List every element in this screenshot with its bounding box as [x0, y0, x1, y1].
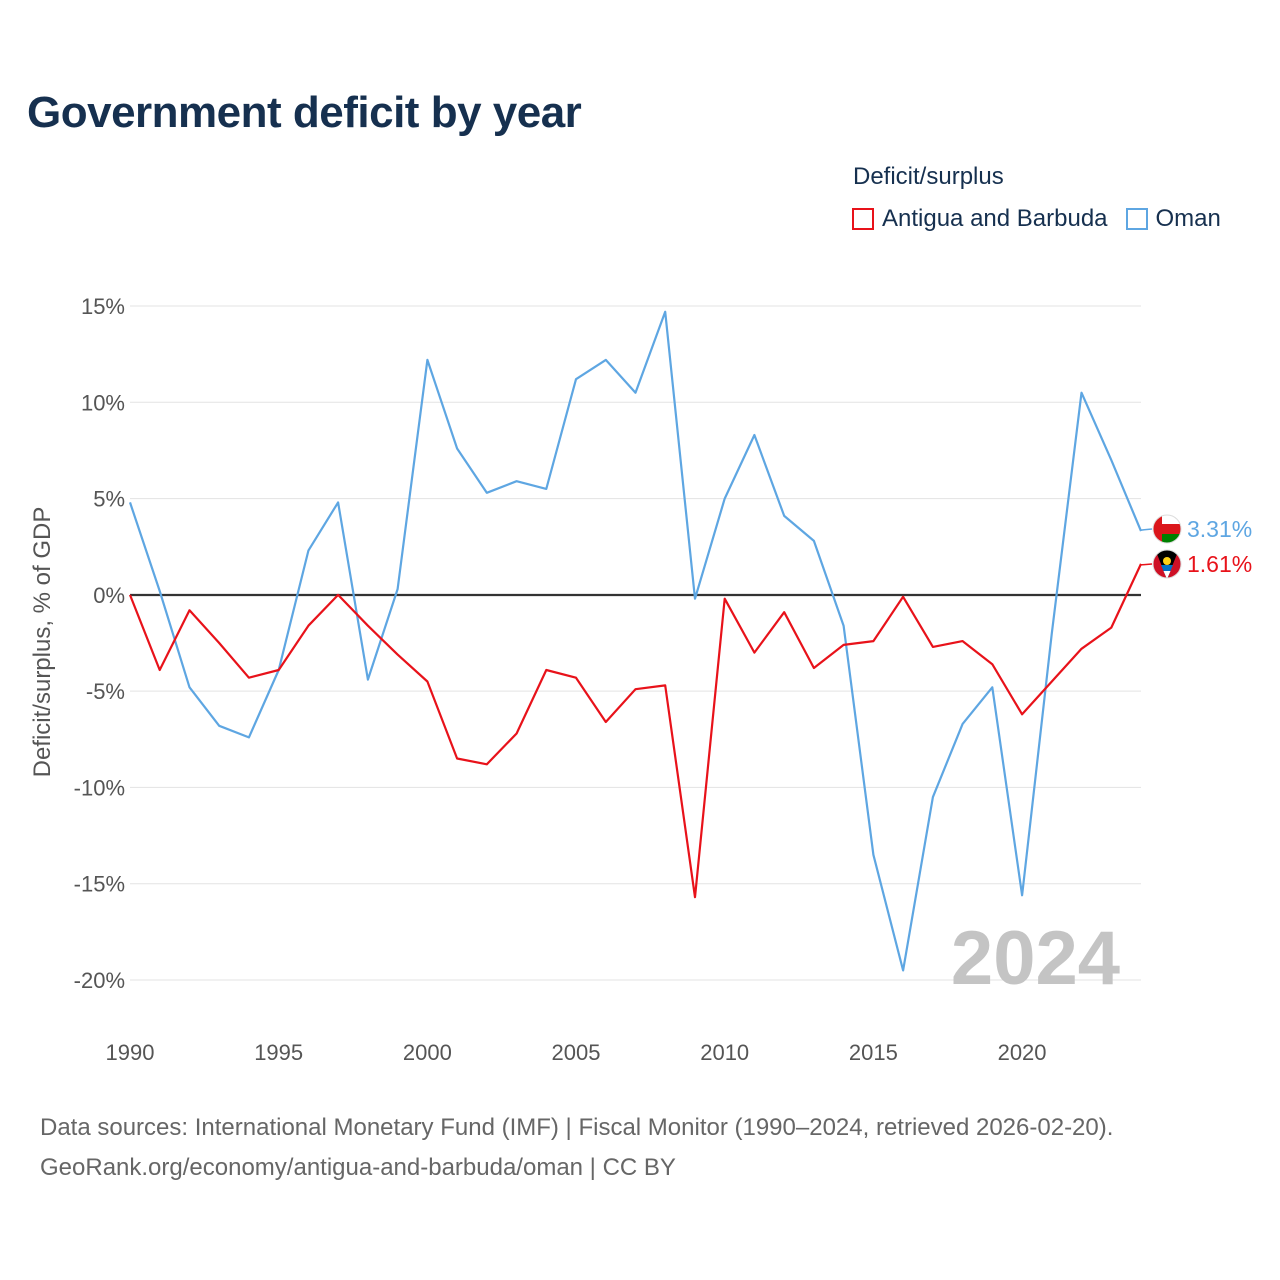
- legend-label-antigua: Antigua and Barbuda: [882, 205, 1108, 232]
- x-tick-label: 2005: [552, 1040, 601, 1065]
- y-tick-label: 5%: [93, 487, 125, 512]
- x-tick-label: 2015: [849, 1040, 898, 1065]
- y-tick-label: 0%: [93, 583, 125, 608]
- gridlines: [130, 305, 1141, 981]
- y-tick-label: -10%: [74, 775, 125, 800]
- x-axis-ticks: 1990 1995 2000 2005 2010 2015 2020: [106, 1040, 1047, 1065]
- line-chart: 15% 10% 5% 0% -5% -10% -15% -20% 1990 1995 2000 20…: [29, 294, 1252, 1065]
- end-value-antigua: 1.61%: [1187, 551, 1252, 577]
- legend-item-antigua[interactable]: Antigua and Barbuda: [852, 205, 1108, 233]
- legend-swatch-antigua: [852, 208, 874, 230]
- source-line-1: Data sources: International Monetary Fun…: [40, 1114, 1114, 1141]
- y-tick-label: -15%: [74, 872, 125, 897]
- end-connector: [1140, 563, 1153, 566]
- series-line-oman: [128, 310, 1143, 972]
- antigua-flag-icon: [1152, 549, 1182, 579]
- x-tick-label: 1990: [106, 1040, 155, 1065]
- x-tick-label: 1995: [254, 1040, 303, 1065]
- legend-item-oman[interactable]: Oman: [1125, 205, 1221, 233]
- y-tick-label: -20%: [74, 968, 125, 993]
- end-markers: 1.61% 3.31%: [1140, 514, 1252, 579]
- end-value-oman: 3.31%: [1187, 516, 1252, 542]
- oman-flag-icon: [1152, 514, 1182, 544]
- y-tick-label: 15%: [81, 294, 125, 319]
- series-line-antigua: [128, 563, 1142, 899]
- end-connector: [1140, 528, 1153, 531]
- chart-title: Government deficit by year: [27, 88, 582, 137]
- y-axis-ticks: 15% 10% 5% 0% -5% -10% -15% -20%: [74, 294, 125, 993]
- y-tick-label: -5%: [86, 679, 125, 704]
- legend-swatch-oman: [1125, 208, 1148, 230]
- x-tick-label: 2020: [998, 1040, 1047, 1065]
- source-note: Data sources: International Monetary Fun…: [40, 1108, 1113, 1188]
- y-axis-label: Deficit/surplus, % of GDP: [29, 507, 56, 778]
- legend-title: Deficit/surplus: [853, 163, 1004, 190]
- source-line-2: GeoRank.org/economy/antigua-and-barbuda/…: [40, 1154, 676, 1181]
- series-lines: [128, 310, 1143, 972]
- watermark-year: 2024: [951, 916, 1120, 1001]
- legend-label-oman: Oman: [1155, 205, 1221, 232]
- y-tick-label: 10%: [81, 390, 125, 415]
- x-tick-label: 2000: [403, 1040, 452, 1065]
- x-tick-label: 2010: [700, 1040, 749, 1065]
- legend: Antigua and Barbuda Oman: [852, 205, 1239, 233]
